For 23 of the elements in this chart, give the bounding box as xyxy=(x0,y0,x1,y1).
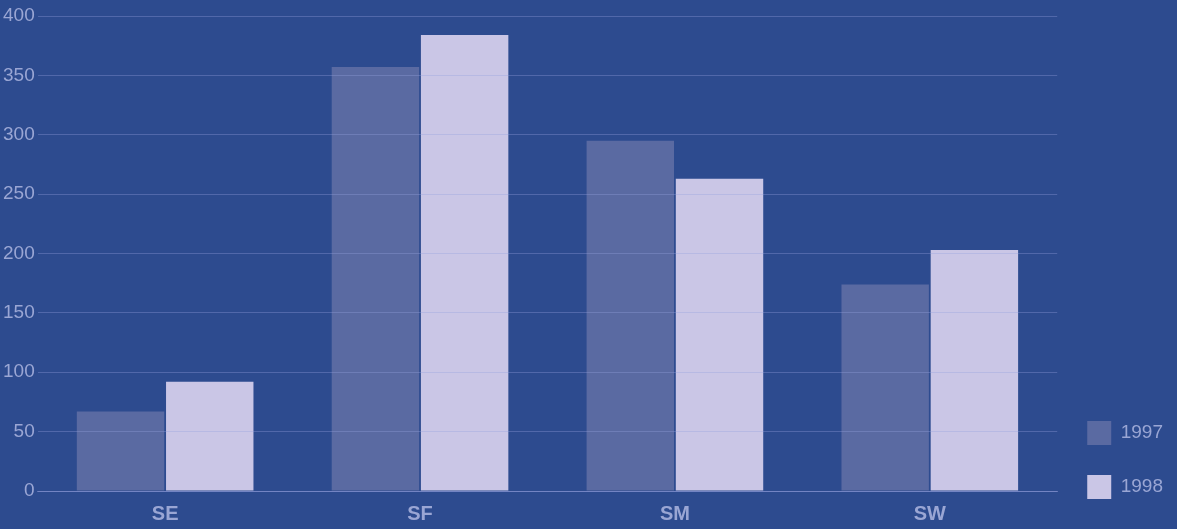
y-tick-label: 400 xyxy=(3,4,35,26)
x-tick-label: SM xyxy=(659,501,690,524)
legend-label: 1998 xyxy=(1120,475,1164,497)
bar xyxy=(331,67,420,491)
x-tick-label: SF xyxy=(407,501,433,524)
x-tick-label: SW xyxy=(913,501,947,524)
bar xyxy=(675,178,764,491)
bar xyxy=(841,284,929,491)
x-tick-label: SE xyxy=(151,501,179,524)
bar xyxy=(76,411,165,491)
y-tick-label: 50 xyxy=(13,419,35,441)
y-tick-label: 0 xyxy=(24,479,35,501)
y-tick-label: 150 xyxy=(3,301,35,323)
y-tick-label: 250 xyxy=(3,182,35,204)
y-tick-label: 200 xyxy=(3,241,35,263)
bar xyxy=(420,35,509,491)
y-tick-label: 300 xyxy=(3,122,35,144)
bar xyxy=(586,140,675,491)
bar xyxy=(166,381,254,491)
bar xyxy=(930,249,1019,491)
y-tick-label: 100 xyxy=(3,360,35,382)
legend-label: 1997 xyxy=(1120,421,1164,443)
y-tick-label: 350 xyxy=(3,63,35,85)
